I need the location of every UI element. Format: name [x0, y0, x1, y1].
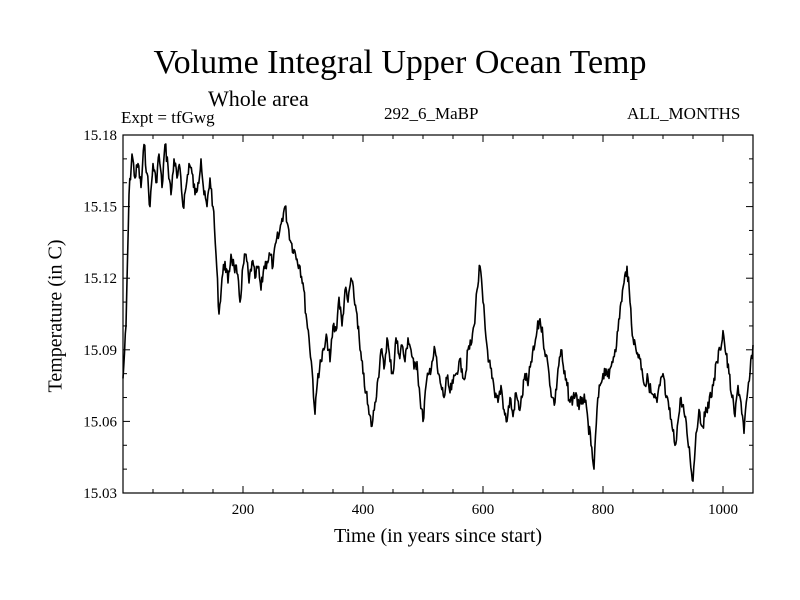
- y-tick-label: 15.12: [83, 271, 117, 287]
- x-tick-label: 400: [352, 502, 375, 518]
- y-tick-label: 15.15: [83, 200, 117, 216]
- y-tick-label: 15.06: [83, 414, 117, 430]
- run-label: 292_6_MaBP: [384, 104, 479, 123]
- plot-frame: [122, 134, 754, 494]
- x-tick-label: 200: [232, 502, 255, 518]
- experiment-label: Expt = tfGwg: [121, 108, 215, 127]
- chart-title: Volume Integral Upper Ocean Temp: [153, 44, 647, 81]
- y-tick-label: 15.18: [83, 128, 117, 144]
- x-tick-label: 800: [592, 502, 615, 518]
- y-tick-label: 15.03: [83, 486, 117, 502]
- y-tick-label: 15.09: [83, 343, 117, 359]
- x-axis-label: Time (in years since start): [333, 525, 543, 547]
- temperature-series-line: [122, 143, 754, 482]
- chart-subtitle: Whole area: [208, 86, 309, 111]
- x-tick-label: 1000: [708, 502, 738, 518]
- months-label: ALL_MONTHS: [627, 104, 741, 123]
- x-tick-label: 600: [472, 502, 495, 518]
